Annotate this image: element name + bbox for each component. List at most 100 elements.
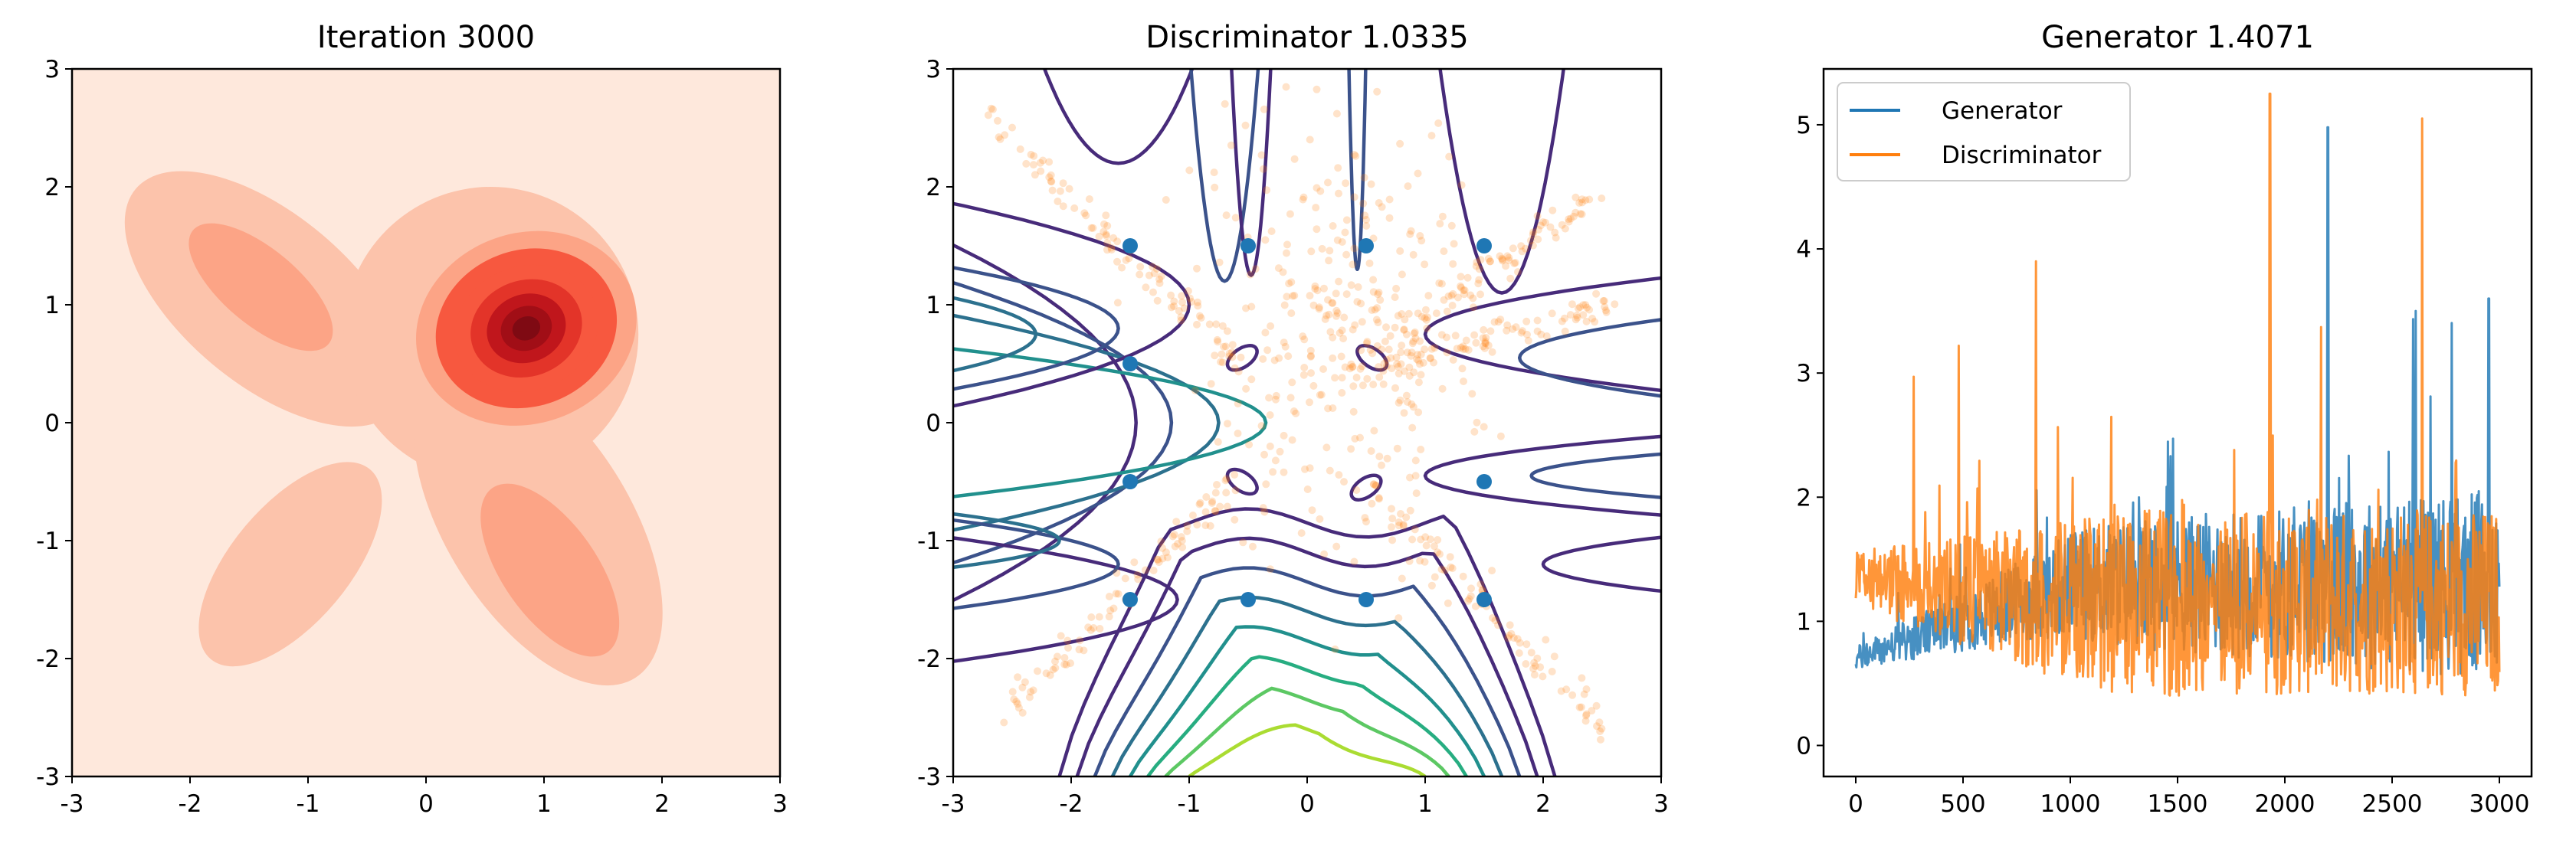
fake-sample bbox=[1168, 532, 1177, 541]
fake-sample bbox=[1392, 353, 1401, 361]
fake-sample bbox=[1534, 226, 1542, 234]
fake-sample bbox=[1416, 337, 1424, 345]
fake-sample bbox=[1385, 195, 1394, 204]
fake-sample bbox=[1376, 296, 1385, 304]
density-axes: -3 -2 -1 0 1 2 3 3 2 1 0 -1 -2 -3 bbox=[36, 56, 788, 818]
fake-sample bbox=[1530, 659, 1539, 667]
fake-sample bbox=[1064, 636, 1072, 645]
fake-sample bbox=[1281, 342, 1290, 351]
fake-sample bbox=[1460, 286, 1468, 295]
fake-sample bbox=[1122, 256, 1130, 264]
fake-sample bbox=[1421, 314, 1429, 322]
fake-sample bbox=[996, 135, 1005, 143]
contour-line bbox=[1093, 566, 1522, 776]
fake-sample bbox=[1573, 311, 1581, 319]
fake-sample bbox=[1324, 404, 1332, 413]
fake-sample bbox=[1340, 478, 1348, 486]
fake-sample bbox=[1562, 685, 1571, 694]
fake-sample bbox=[1070, 204, 1079, 212]
fake-sample bbox=[1405, 371, 1414, 380]
fake-sample bbox=[1431, 573, 1439, 581]
fake-sample bbox=[1598, 724, 1606, 733]
fake-sample bbox=[1018, 683, 1027, 691]
real-sample bbox=[1122, 474, 1138, 489]
contour-line bbox=[1164, 686, 1450, 776]
discriminator-axes: -3 -2 -1 0 1 2 3 3 2 1 0 -1 -2 -3 bbox=[917, 56, 1669, 818]
x-tick-label: -3 bbox=[61, 790, 84, 818]
fake-sample bbox=[1460, 290, 1468, 299]
fake-sample bbox=[1313, 286, 1322, 295]
fake-sample bbox=[1350, 557, 1358, 566]
fake-sample bbox=[1272, 391, 1280, 400]
fake-sample bbox=[1578, 195, 1586, 204]
fake-sample bbox=[1134, 575, 1142, 584]
fake-sample bbox=[1335, 277, 1343, 286]
fake-sample bbox=[1449, 289, 1457, 298]
fake-sample bbox=[1361, 211, 1369, 220]
fake-sample bbox=[1507, 629, 1516, 638]
fake-sample bbox=[1308, 506, 1316, 515]
fake-sample bbox=[1329, 222, 1337, 230]
fake-sample bbox=[1372, 481, 1380, 489]
fake-sample bbox=[1080, 646, 1088, 655]
fake-sample bbox=[1373, 87, 1381, 96]
fake-sample bbox=[1328, 299, 1336, 307]
fake-sample bbox=[1457, 283, 1465, 292]
fake-sample bbox=[1299, 193, 1308, 201]
fake-sample bbox=[1082, 211, 1090, 220]
fake-sample bbox=[1311, 282, 1319, 290]
contour-line bbox=[1529, 452, 1661, 499]
fake-sample bbox=[1329, 333, 1337, 342]
fake-sample bbox=[1214, 338, 1222, 346]
fake-sample bbox=[1362, 222, 1371, 230]
fake-sample bbox=[1125, 254, 1133, 263]
fake-sample bbox=[1449, 356, 1457, 364]
fake-sample bbox=[1395, 399, 1403, 407]
density-contours bbox=[72, 69, 780, 776]
fake-sample bbox=[1505, 257, 1513, 264]
fake-sample bbox=[1014, 700, 1022, 708]
fake-sample bbox=[1016, 145, 1024, 153]
y-tick-label: 3 bbox=[1796, 360, 1811, 387]
fake-sample bbox=[1195, 500, 1204, 508]
fake-sample bbox=[1407, 227, 1415, 235]
x-tick-label: 2 bbox=[1535, 790, 1551, 818]
fake-sample bbox=[1385, 214, 1394, 222]
fake-sample bbox=[1183, 521, 1191, 530]
fake-sample bbox=[988, 105, 997, 113]
fake-sample bbox=[1312, 204, 1320, 212]
fake-sample bbox=[1368, 349, 1377, 358]
fake-sample bbox=[1379, 367, 1388, 375]
x-tick-label: 1000 bbox=[2040, 790, 2101, 818]
fake-sample bbox=[1585, 306, 1594, 314]
fake-sample bbox=[1311, 285, 1319, 293]
fake-sample bbox=[1191, 386, 1199, 394]
fake-sample bbox=[1459, 572, 1467, 580]
fake-sample bbox=[1001, 131, 1009, 139]
real-sample bbox=[1122, 238, 1138, 253]
y-tick-label: -2 bbox=[917, 646, 941, 673]
y-tick-label: 1 bbox=[1796, 608, 1811, 636]
fake-sample bbox=[1184, 287, 1192, 295]
fake-sample bbox=[1287, 278, 1296, 286]
fake-sample bbox=[1480, 423, 1488, 431]
fake-sample bbox=[1351, 321, 1359, 329]
fake-sample bbox=[1567, 214, 1575, 223]
fake-sample bbox=[1177, 533, 1185, 541]
fake-sample bbox=[1574, 304, 1582, 312]
fake-sample bbox=[1403, 398, 1411, 406]
fake-sample bbox=[1280, 301, 1289, 309]
fake-sample bbox=[1503, 252, 1512, 260]
fake-sample bbox=[1422, 541, 1431, 550]
fake-sample bbox=[1349, 382, 1358, 391]
fake-sample bbox=[1529, 665, 1538, 673]
fake-sample bbox=[1427, 581, 1436, 590]
fake-sample bbox=[1549, 206, 1557, 214]
x-tick-label: -1 bbox=[297, 790, 320, 818]
fake-sample bbox=[1506, 274, 1515, 283]
fake-sample bbox=[1599, 297, 1608, 305]
fake-sample bbox=[1349, 407, 1358, 416]
fake-sample bbox=[1193, 521, 1201, 529]
fake-sample bbox=[1453, 345, 1461, 353]
fake-sample bbox=[1216, 502, 1224, 511]
